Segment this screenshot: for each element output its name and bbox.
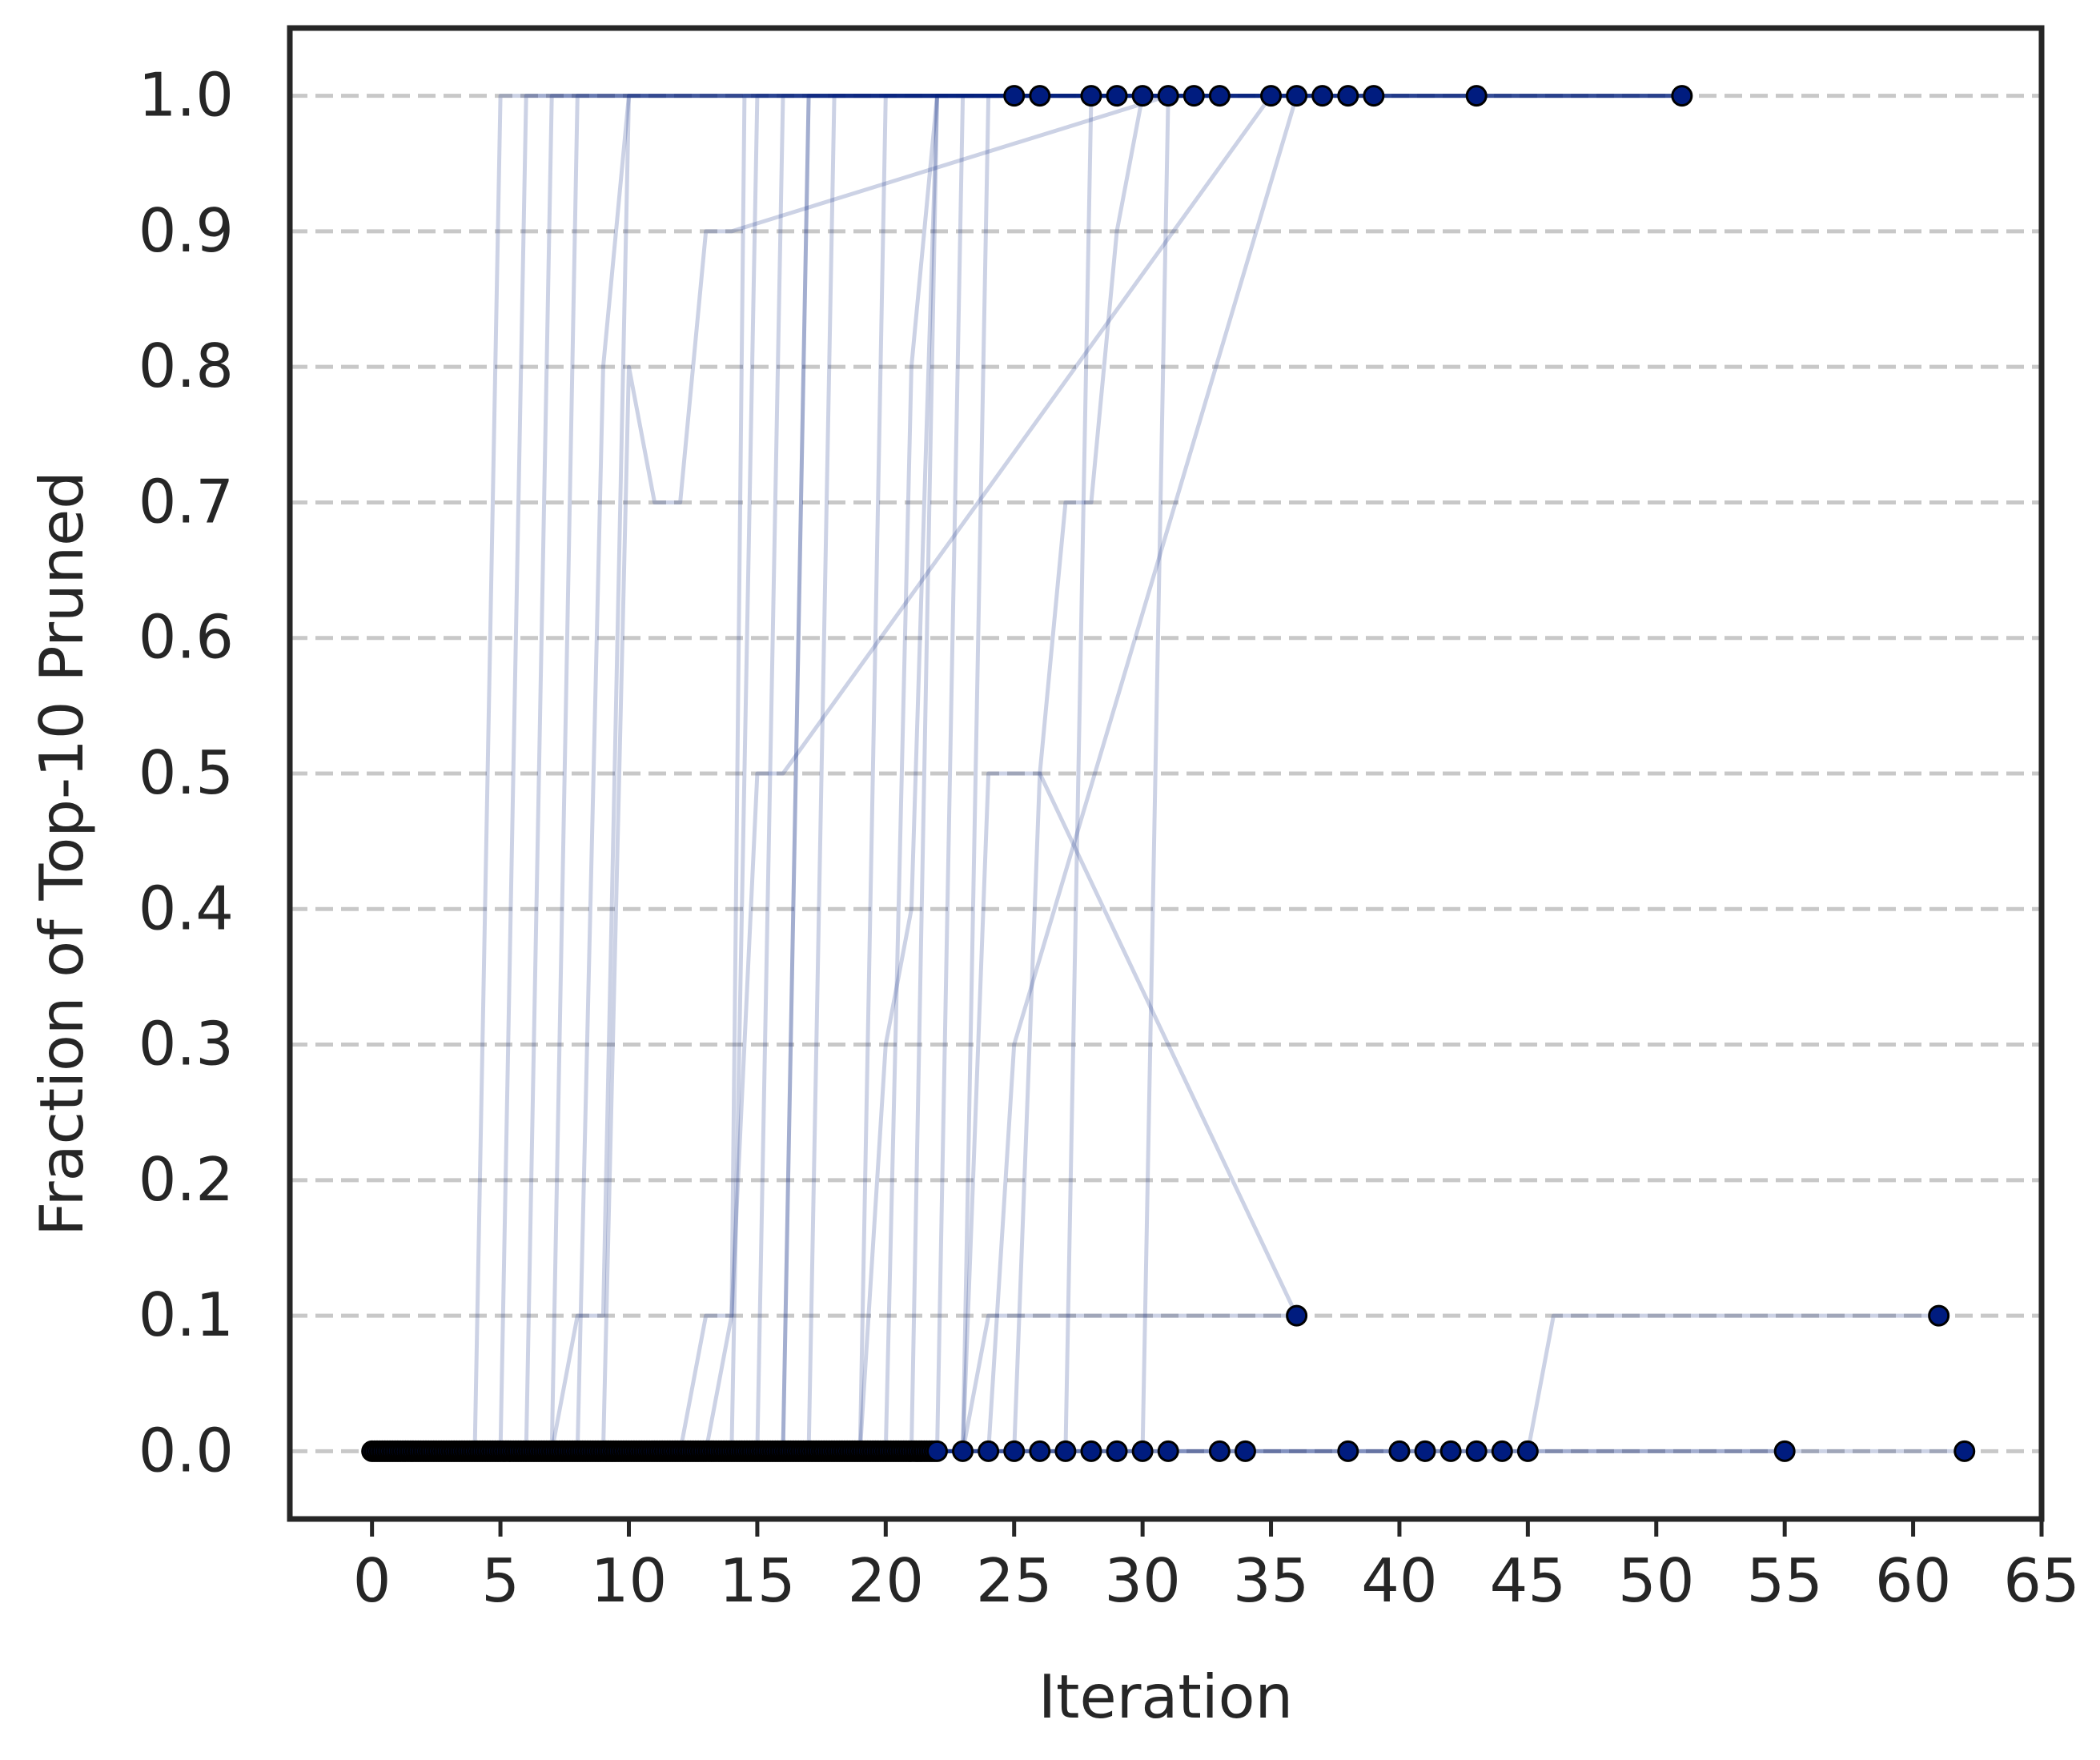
endpoint-marker: [1157, 1440, 1179, 1462]
endpoint-marker: [1286, 85, 1308, 107]
endpoint-marker: [1080, 1440, 1102, 1462]
plot-frame: [287, 25, 2045, 1522]
y-axis-label: Fraction of Top-10 Pruned: [26, 471, 97, 1236]
endpoint-marker: [952, 1440, 974, 1462]
y-axis-ticks: 0.0 0.1 0.2 0.3 0.4 0.5 0.6 0.7 0.8 0.9 1.0: [139, 60, 234, 1486]
y-tick-label: 0.0: [139, 1415, 234, 1485]
endpoint-marker: [1054, 1440, 1077, 1462]
series-line: [371, 1313, 1939, 1453]
y-tick-label: 1.0: [139, 60, 234, 131]
endpoint-marker: [1363, 85, 1385, 107]
y-tick-label: 0.9: [139, 195, 234, 266]
x-tick-label: 5: [481, 1545, 520, 1616]
x-tick-label: 15: [719, 1545, 795, 1616]
endpoint-marker: [1003, 85, 1026, 107]
endpoint-marker: [1388, 1440, 1411, 1462]
y-tick-label: 0.7: [139, 466, 234, 536]
endpoint-marker: [1286, 1304, 1308, 1327]
endpoint-marker: [1208, 1440, 1231, 1462]
y-tick-label: 0.2: [139, 1144, 234, 1215]
endpoint-marker: [1465, 85, 1488, 107]
y-tick-label: 0.6: [139, 602, 234, 673]
endpoint-marker: [1208, 85, 1231, 107]
endpoint-marker: [1337, 85, 1359, 107]
y-tick-label: 0.3: [139, 1009, 234, 1079]
y-tick-label: 0.1: [139, 1280, 234, 1350]
endpoint-marker: [926, 1440, 948, 1462]
x-tick-label: 30: [1104, 1545, 1180, 1616]
endpoint-marker: [1157, 85, 1179, 107]
endpoint-marker: [978, 1440, 1000, 1462]
x-tick-label: 50: [1618, 1545, 1694, 1616]
endpoint-marker: [1516, 1440, 1539, 1462]
endpoint-marker: [1234, 1440, 1256, 1462]
endpoint-marker: [1131, 85, 1154, 107]
x-tick-label: 65: [2003, 1545, 2079, 1616]
endpoint-marker: [1131, 1440, 1154, 1462]
x-tick-label: 60: [1875, 1545, 1951, 1616]
x-tick-label: 45: [1490, 1545, 1566, 1616]
x-tick-label: 20: [848, 1545, 924, 1616]
endpoint-marker: [1080, 85, 1102, 107]
endpoint-marker: [1260, 85, 1283, 107]
x-axis-label: Iteration: [1038, 1662, 1293, 1732]
endpoint-marker: [1003, 1440, 1026, 1462]
endpoint-marker: [1337, 1440, 1359, 1462]
endpoint-marker: [1953, 1440, 1976, 1462]
endpoint-marker: [1773, 1440, 1796, 1462]
marker-layer: [361, 85, 1976, 1462]
x-tick-label: 0: [353, 1545, 391, 1616]
y-tick-label: 0.8: [139, 331, 234, 401]
x-tick-label: 35: [1233, 1545, 1309, 1616]
endpoint-marker: [1106, 85, 1128, 107]
x-axis-ticks: 0 5 10 15 20 25 30 35 40 45 50 55 60 65: [353, 1519, 2080, 1616]
endpoint-marker: [1029, 1440, 1051, 1462]
series-line: [371, 94, 1169, 1453]
endpoint-marker: [1183, 85, 1205, 107]
endpoint-marker: [1671, 85, 1693, 107]
endpoint-marker: [1439, 1440, 1462, 1462]
x-tick-label: 10: [591, 1545, 667, 1616]
endpoint-marker: [1106, 1440, 1128, 1462]
grid-layer: [290, 94, 2042, 1453]
x-tick-label: 25: [976, 1545, 1052, 1616]
endpoint-marker: [1491, 1440, 1513, 1462]
x-tick-label: 55: [1746, 1545, 1822, 1616]
x-tick-label: 40: [1361, 1545, 1437, 1616]
endpoint-marker: [1311, 85, 1334, 107]
endpoint-marker: [1029, 85, 1051, 107]
y-tick-label: 0.4: [139, 873, 234, 943]
endpoint-marker: [1928, 1304, 1950, 1327]
y-tick-label: 0.5: [139, 737, 234, 808]
endpoint-marker: [1465, 1440, 1488, 1462]
series-line: [371, 94, 1169, 1453]
endpoint-marker: [1414, 1440, 1436, 1462]
